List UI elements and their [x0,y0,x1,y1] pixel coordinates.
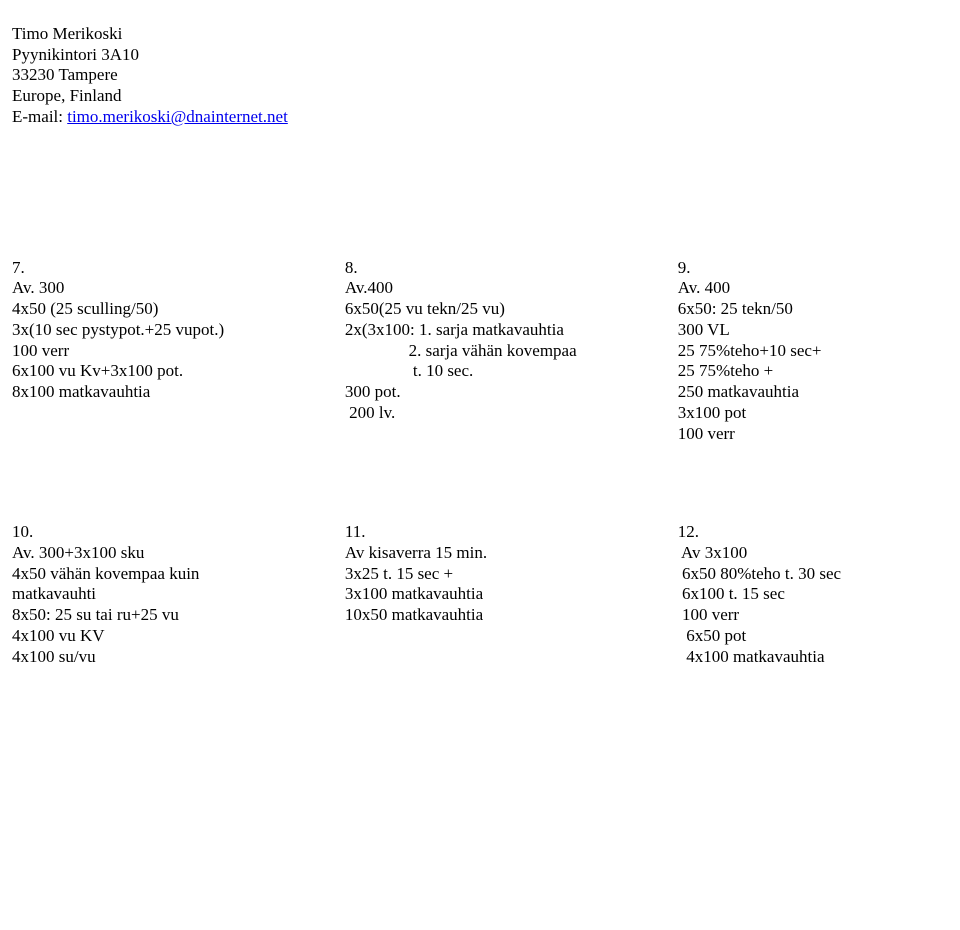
workout-line: 8x50: 25 su tai ru+25 vu [12,605,345,626]
workout-line: 3x(10 sec pystypot.+25 vupot.) [12,320,345,341]
workout-line: t. 10 sec. [345,361,678,382]
workout-number: 10. [12,522,345,543]
workout-line: Av. 300+3x100 sku [12,543,345,564]
workout-line: 2. sarja vähän kovempaa [345,341,678,362]
workout-line: 6x100 vu Kv+3x100 pot. [12,361,345,382]
workout-line: 6x50(25 vu tekn/25 vu) [345,299,678,320]
workout-12: 12. Av 3x100 6x50 80%teho t. 30 sec 6x10… [678,522,936,667]
workout-line: 25 75%teho + [678,361,936,382]
workout-line: 4x100 matkavauhtia [678,647,936,668]
workout-line: 3x25 t. 15 sec + [345,564,678,585]
workout-line: 3x100 pot [678,403,936,424]
workout-number: 8. [345,258,678,279]
workout-line: 6x50 pot [678,626,936,647]
contact-header: Timo Merikoski Pyynikintori 3A10 33230 T… [12,24,936,128]
workout-line: Av. 300 [12,278,345,299]
email-label: E-mail: [12,107,67,126]
workout-line: Av. 400 [678,278,936,299]
workout-line: 200 lv. [345,403,678,424]
contact-email-line: E-mail: timo.merikoski@dnainternet.net [12,107,936,128]
workout-number: 12. [678,522,936,543]
workout-line: 2x(3x100: 1. sarja matkavauhtia [345,320,678,341]
workout-line: 300 pot. [345,382,678,403]
workout-10: 10. Av. 300+3x100 sku 4x50 vähän kovempa… [12,522,345,667]
email-link[interactable]: timo.merikoski@dnainternet.net [67,107,288,126]
workout-line: 4x50 vähän kovempaa kuin [12,564,345,585]
workout-line: 10x50 matkavauhtia [345,605,678,626]
contact-address-line-1: Pyynikintori 3A10 [12,45,936,66]
workout-8: 8. Av.400 6x50(25 vu tekn/25 vu) 2x(3x10… [345,258,678,445]
workout-7: 7. Av. 300 4x50 (25 sculling/50) 3x(10 s… [12,258,345,445]
workout-line: Av 3x100 [678,543,936,564]
contact-name: Timo Merikoski [12,24,936,45]
workout-row-2: 10. Av. 300+3x100 sku 4x50 vähän kovempa… [12,522,936,667]
workout-number: 9. [678,258,936,279]
contact-address-line-2: 33230 Tampere [12,65,936,86]
contact-address-line-3: Europe, Finland [12,86,936,107]
workout-line: 4x100 su/vu [12,647,345,668]
workout-line: Av kisaverra 15 min. [345,543,678,564]
workout-line: 6x100 t. 15 sec [678,584,936,605]
workout-9: 9. Av. 400 6x50: 25 tekn/50 300 VL 25 75… [678,258,936,445]
workout-row-1: 7. Av. 300 4x50 (25 sculling/50) 3x(10 s… [12,258,936,445]
workout-number: 7. [12,258,345,279]
workout-line: 25 75%teho+10 sec+ [678,341,936,362]
workout-11: 11. Av kisaverra 15 min. 3x25 t. 15 sec … [345,522,678,667]
workout-line: 100 verr [12,341,345,362]
workout-line: 6x50: 25 tekn/50 [678,299,936,320]
workout-line: 8x100 matkavauhtia [12,382,345,403]
workout-line: 3x100 matkavauhtia [345,584,678,605]
workout-line: 100 verr [678,424,936,445]
workout-line: 100 verr [678,605,936,626]
workout-line: Av.400 [345,278,678,299]
workout-line: 4x100 vu KV [12,626,345,647]
workout-number: 11. [345,522,678,543]
workout-line: 4x50 (25 sculling/50) [12,299,345,320]
workout-line: matkavauhti [12,584,345,605]
workout-line: 300 VL [678,320,936,341]
workout-line: 250 matkavauhtia [678,382,936,403]
workout-line: 6x50 80%teho t. 30 sec [678,564,936,585]
